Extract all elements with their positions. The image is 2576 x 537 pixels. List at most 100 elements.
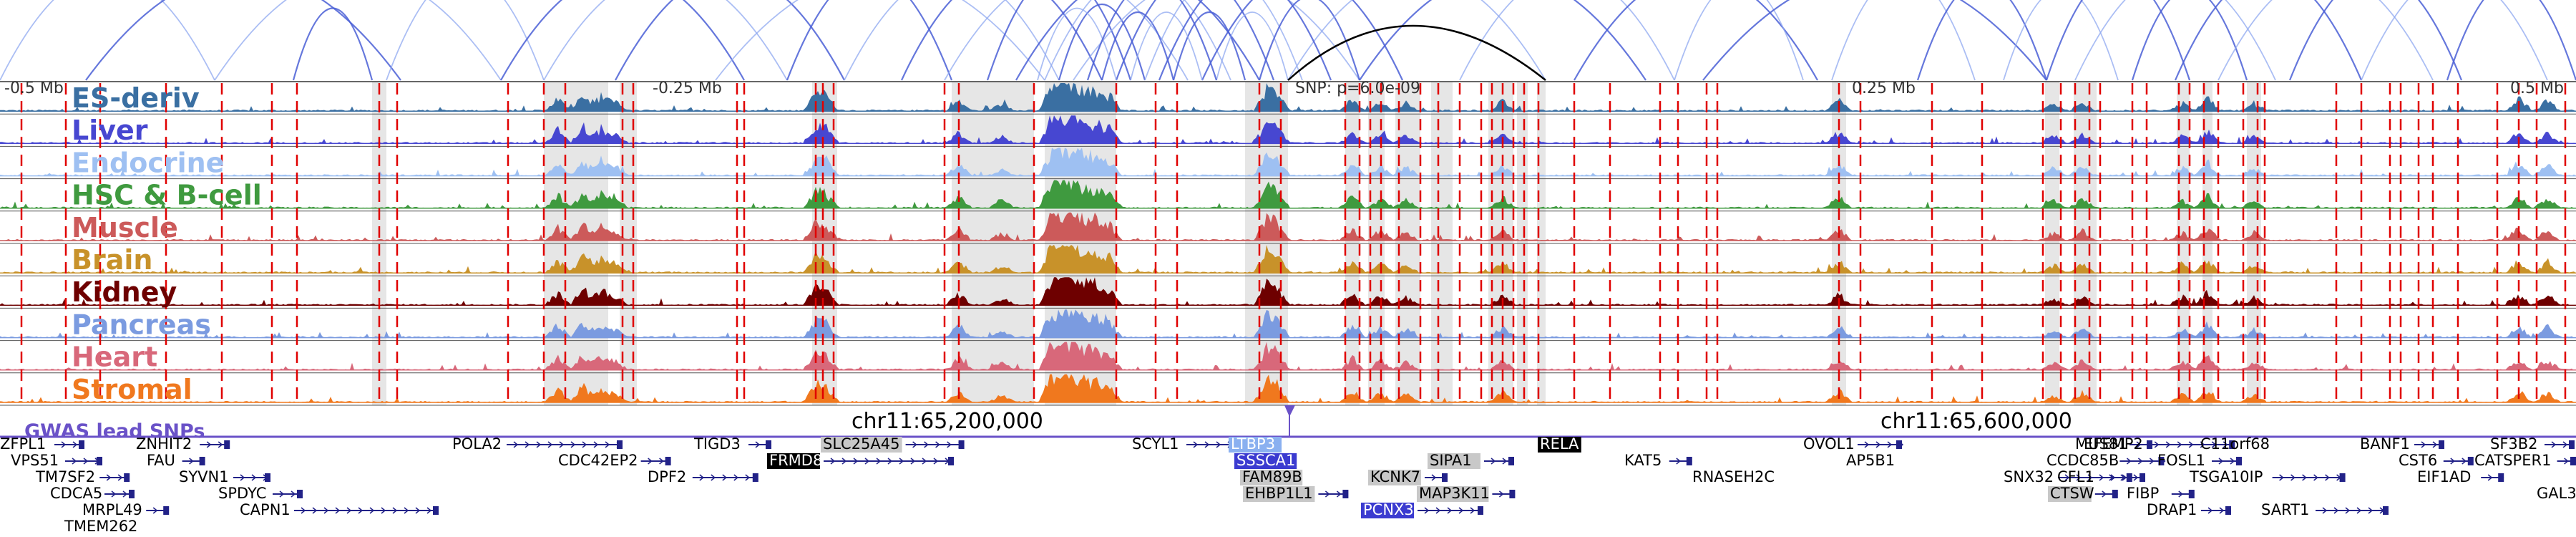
strand-arrow [2551,441,2557,448]
gene-tsga10ip[interactable]: TSGA10IP [2189,468,2346,485]
gene-kat5[interactable]: KAT5 [1624,452,1693,469]
gene-tigd3[interactable]: TIGD3 [693,435,772,453]
gene-ehbp1l1[interactable]: EHBP1L1 [1243,485,1349,502]
strand-arrow [830,458,836,465]
strand-arrow [922,458,927,465]
strand-arrow [876,458,882,465]
gene-label: PCNX3 [1363,501,1414,518]
loop-arc [1130,11,1203,81]
gene-snx32[interactable]: SNX32 [2004,468,2145,485]
coordinate-label-left: chr11:65,200,000 [852,409,1043,434]
loop-arc [1674,0,1804,81]
gene-tm7sf2[interactable]: TM7SF2 [35,468,130,485]
gene-label: CDC42EP2 [558,452,638,469]
gene-rnaseh2c[interactable]: RNASEH2C [1692,468,1775,485]
gene-ccdc85b[interactable]: CCDC85B [2046,452,2166,469]
loop-arc [386,0,545,81]
gene-capn1[interactable]: CAPN1 [240,501,439,518]
gene-banf1[interactable]: BANF1 [2360,435,2444,453]
loop-arc [292,7,374,81]
gene-drap1[interactable]: DRAP1 [2147,501,2231,518]
gene-ltbp3[interactable]: LTBP3 [1229,435,1282,453]
strand-arrow [1676,458,1682,465]
gene-catsper1[interactable]: CATSPER1 [2474,452,2576,469]
gene-mus81[interactable]: MUS81 [2075,435,2153,453]
gene-fam89b[interactable]: FAM89B [1240,468,1303,485]
gene-ovol1[interactable]: OVOL1 [1803,435,1904,453]
gene-cdc42ep2[interactable]: CDC42EP2 [558,452,671,469]
gene-annotations[interactable]: ZFPL1 ZNHIT2 VPS51 FAU TM7SF2 SYVN1 CDCA5 SPDYC… [0,435,2576,535]
gene-cst6[interactable]: CST6 [2399,452,2474,469]
gene-label: CTSW [2050,485,2094,502]
track-label[interactable]: Muscle [72,212,178,243]
gene-sipa1[interactable]: SIPA1 [1428,452,1514,469]
gene-fau[interactable]: FAU [147,452,205,469]
gene-ctsw[interactable]: CTSW [2048,485,2119,502]
gene-slc25a45[interactable]: SLC25A45 [821,435,965,453]
gene-map3k11[interactable]: MAP3K11 [1417,485,1516,502]
snp-marker-lines [20,83,2567,405]
track-label[interactable]: Stromal [72,374,192,405]
gene-kcnk7[interactable]: KCNK7 [1368,468,1448,485]
gene-label: KCNK7 [1370,468,1420,485]
gene-ap5b1[interactable]: AP5B1 [1846,452,1895,469]
gene-gal3[interactable]: GAL3 [2537,485,2576,502]
strand-arrow [206,441,212,448]
strand-arrow [358,507,364,514]
loop-arc [1287,0,1546,81]
loop-arc [1037,7,1117,81]
gene-vps51[interactable]: VPS51 [11,452,102,469]
gene-fibp[interactable]: FIBP [2127,485,2195,502]
gene-sf3b2[interactable]: SF3B2 [2490,435,2575,453]
strand-arrow [2562,441,2568,448]
gene-tmem262[interactable]: TMEM262 [64,518,137,535]
gene-frmd8[interactable]: FRMD8 [767,452,954,469]
gene-label: FAM89B [1242,468,1302,485]
strand-arrow [593,441,599,448]
track-label[interactable]: ES-deriv [72,82,200,114]
strand-arrow [1502,458,1508,465]
track-label[interactable]: Kidney [72,276,177,308]
gene-syvn1[interactable]: SYVN1 [179,468,270,485]
loop-arc [2003,0,2119,81]
gene-exon [2439,440,2444,449]
strand-arrow [722,474,728,481]
track-label[interactable]: Brain [72,244,152,276]
gene-label: SYVN1 [179,468,229,485]
gene-pola2[interactable]: POLA2 [452,435,623,453]
gene-fosl1[interactable]: FOSL1 [2157,452,2242,469]
gene-sart1[interactable]: SART1 [2261,501,2389,518]
gene-pcnx3[interactable]: PCNX3 [1361,501,1483,518]
gene-sssca1[interactable]: SSSCA1 [1234,452,1297,469]
gene-eif1ad[interactable]: EIF1AD [2417,468,2504,485]
strand-arrow [2345,507,2351,514]
gene-cdca5[interactable]: CDCA5 [50,485,135,502]
track-label[interactable]: Heart [72,342,157,373]
gene-exon [97,457,102,465]
strand-arrow [513,441,519,448]
track-label[interactable]: Pancreas [72,309,211,340]
gene-mrpl49[interactable]: MRPL49 [82,501,170,518]
gene-zfpl1[interactable]: ZFPL1 [0,435,84,453]
gene-znhit2[interactable]: ZNHIT2 [136,435,230,453]
gene-label: CST6 [2399,452,2437,469]
gene-cfl1[interactable]: CFL1 [2057,468,2132,485]
gene-exon [752,473,758,482]
track-label[interactable]: Liver [72,115,148,146]
strand-arrow [240,474,245,481]
track-label[interactable]: Endocrine [72,147,224,178]
strand-arrow [291,490,296,498]
gene-c11orf68[interactable]: C11orf68 [2200,435,2270,453]
gene-spdyc[interactable]: SPDYC [218,485,303,502]
gene-efemp2[interactable]: EFEMP2 [2084,435,2235,453]
gene-exon [129,490,135,498]
gene-rela[interactable]: RELA [1538,435,1581,453]
gene-dpf2[interactable]: DPF2 [648,468,758,485]
strand-arrow [415,507,421,514]
track-label[interactable]: HSC & B-cell [72,180,262,211]
track-signals [0,83,2576,402]
strand-arrow [2136,441,2142,448]
gene-exon [297,490,303,498]
gene-label: SIPA1 [1430,452,1472,469]
